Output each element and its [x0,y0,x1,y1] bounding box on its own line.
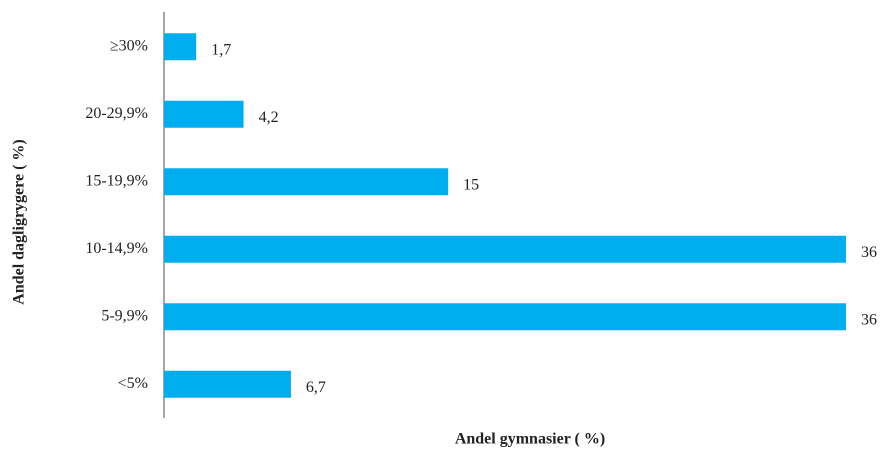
bar [164,100,244,128]
y-tick-label: 5-9,9% [101,307,148,324]
data-label: 36 [861,244,877,261]
y-tick-label: ≥30% [110,37,148,54]
data-label: 36 [861,311,877,328]
y-tick-label: <5% [118,375,148,392]
y-tick-label: 10-14,9% [85,240,148,257]
bar [164,235,846,263]
data-label: 15 [463,176,479,193]
bar [164,303,846,331]
bar [164,33,197,61]
y-tick-label: 20-29,9% [85,105,148,122]
x-axis-title: Andel gymnasier ( %) [455,431,605,448]
data-label: 1,7 [211,41,231,58]
data-label: 4,2 [259,109,279,126]
data-label: 6,7 [306,379,326,396]
bar [164,168,449,196]
y-tick-label: 15-19,9% [85,172,148,189]
bar [164,370,291,398]
y-axis-title: Andel dagligrygere ( %) [11,139,28,304]
